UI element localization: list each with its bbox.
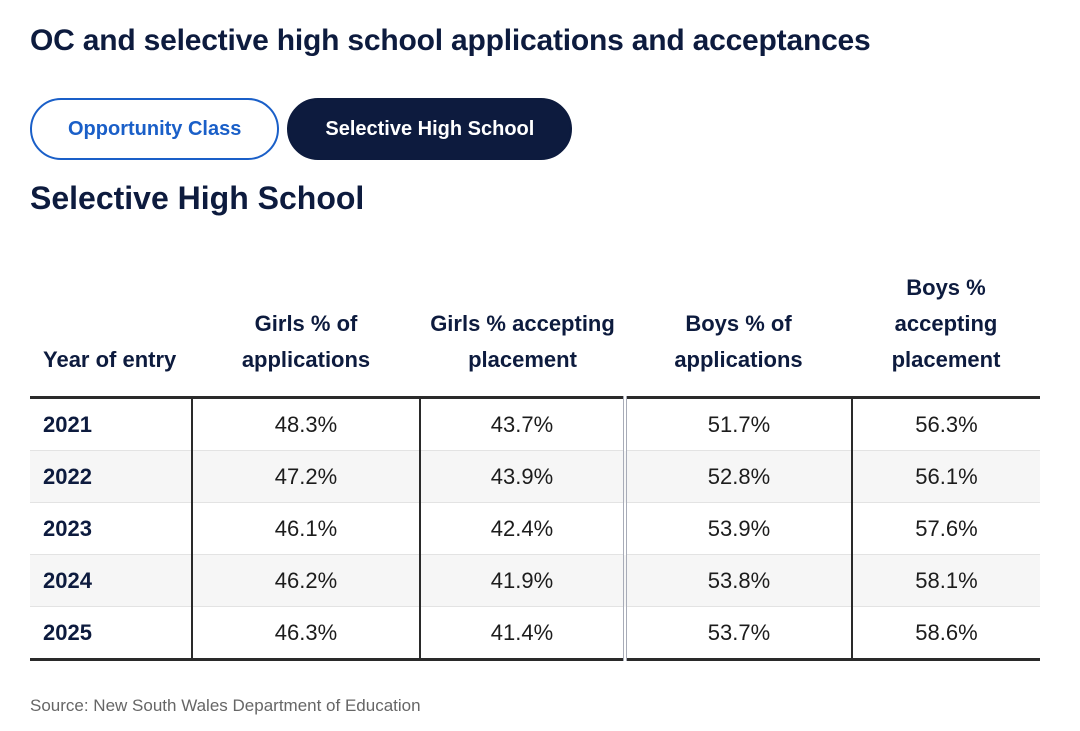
table-cell: 53.9% xyxy=(623,502,852,555)
header-row: Year of entry Girls % of applications Girl… xyxy=(30,270,1040,399)
section-heading: Selective High School xyxy=(30,180,365,216)
table-cell: 57.6% xyxy=(851,502,1040,555)
table-cell: 43.7% xyxy=(419,397,625,451)
row-header: 2023 xyxy=(30,502,192,555)
column-header: Year of entry xyxy=(30,270,192,399)
table-row: 2024 46.2% 41.9% 53.8% 58.1% xyxy=(30,554,1040,607)
row-header: 2022 xyxy=(30,450,192,503)
row-header: 2025 xyxy=(30,606,192,661)
column-header: Girls % accepting placement xyxy=(420,270,625,399)
table-cell: 52.8% xyxy=(623,450,852,503)
table-cell: 51.7% xyxy=(623,397,852,451)
data-table: Year of entry Girls % of applications Girl… xyxy=(30,270,1040,661)
table-cell: 46.3% xyxy=(191,606,420,661)
table-cell: 53.7% xyxy=(623,606,852,661)
table-cell: 56.1% xyxy=(851,450,1040,503)
table-row: 2021 48.3% 43.7% 51.7% 56.3% xyxy=(30,397,1040,451)
table-cell: 47.2% xyxy=(191,450,420,503)
column-header: Boys % accepting placement xyxy=(852,270,1040,399)
row-header: 2021 xyxy=(30,397,192,451)
column-header: Girls % of applications xyxy=(192,270,420,399)
table-cell: 42.4% xyxy=(419,502,625,555)
table-row: 2023 46.1% 42.4% 53.9% 57.6% xyxy=(30,502,1040,555)
table-cell: 48.3% xyxy=(191,397,420,451)
tab-button[interactable]: Opportunity Class xyxy=(30,98,280,160)
row-header: 2024 xyxy=(30,554,192,607)
table-cell: 41.4% xyxy=(419,606,625,661)
page-title: OC and selective high school application… xyxy=(30,24,871,57)
column-header: Boys % of applications xyxy=(625,270,852,399)
table-cell: 43.9% xyxy=(419,450,625,503)
table-body: 2021 48.3% 43.7% 51.7% 56.3% 2022 47.2% 43.9% 52… xyxy=(30,397,1040,661)
tab-button[interactable]: Selective High School xyxy=(287,98,573,160)
table-cell: 41.9% xyxy=(419,554,625,607)
table-row: 2025 46.3% 41.4% 53.7% 58.6% xyxy=(30,606,1040,661)
table-cell: 58.1% xyxy=(851,554,1040,607)
source-note: Source: New South Wales Department of Ed… xyxy=(30,696,421,715)
table-cell: 56.3% xyxy=(851,397,1040,451)
table-cell: 46.1% xyxy=(191,502,420,555)
table-cell: 58.6% xyxy=(851,606,1040,661)
table-row: 2022 47.2% 43.9% 52.8% 56.1% xyxy=(30,450,1040,503)
table-cell: 46.2% xyxy=(191,554,420,607)
tab-bar: Opportunity Class Selective High School xyxy=(30,98,573,160)
table-cell: 53.8% xyxy=(623,554,852,607)
